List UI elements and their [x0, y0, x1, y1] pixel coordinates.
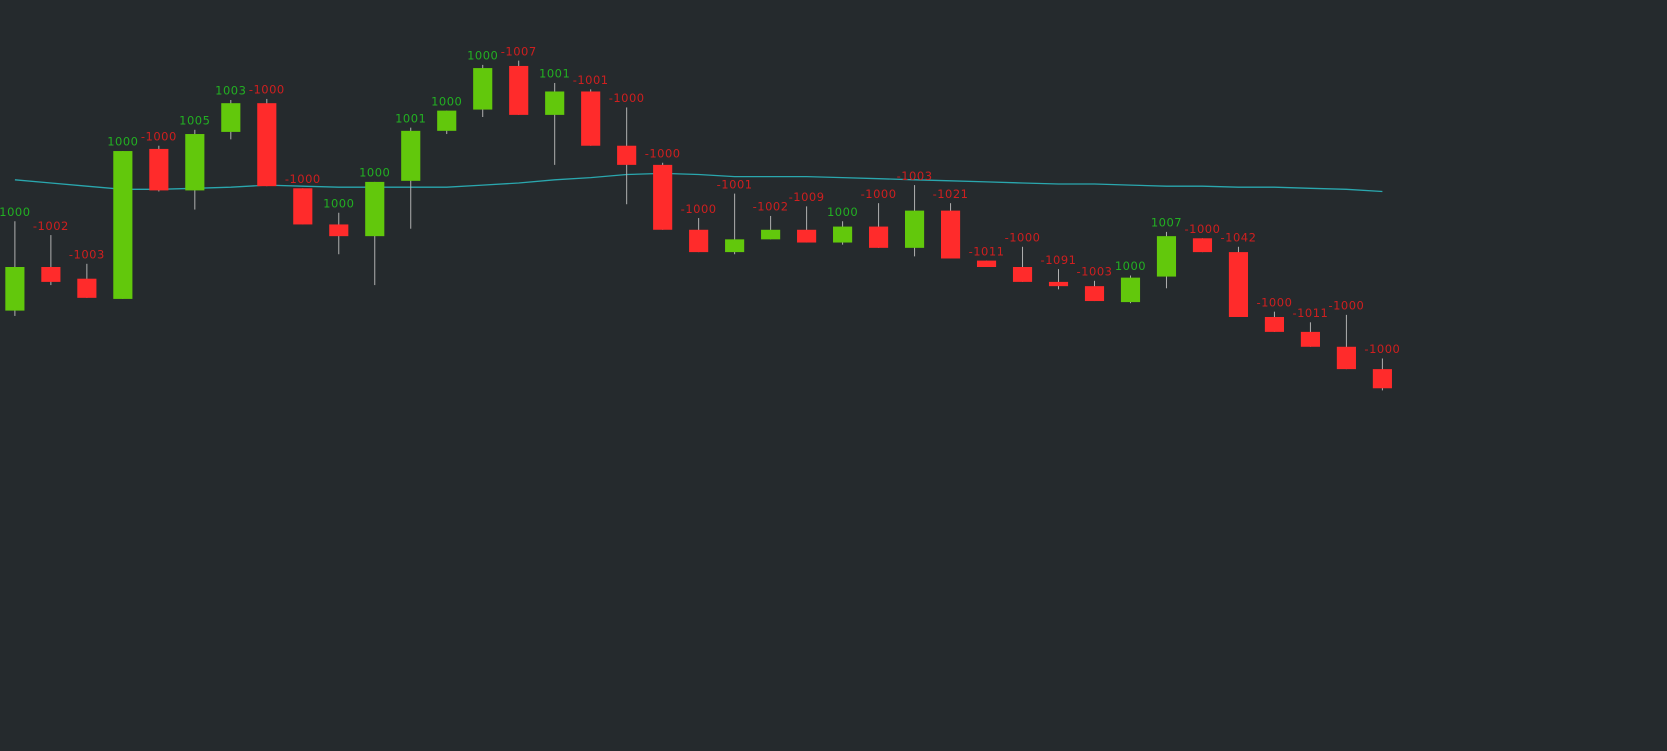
- candle-label: -1001: [573, 73, 609, 87]
- candle-label: -1002: [33, 219, 69, 233]
- candle-body: [1156, 236, 1177, 277]
- candle-label: 1000: [107, 135, 138, 149]
- moving-average: [14, 172, 1383, 193]
- candle-body: [149, 148, 169, 191]
- candle-label: 1000: [0, 205, 31, 219]
- candle-label: -1007: [501, 44, 537, 58]
- candle-label: 1000: [431, 94, 462, 108]
- candle-body: [113, 151, 133, 299]
- candle-label: 1000: [827, 205, 858, 219]
- candle-body: [653, 164, 673, 230]
- candle-body: [617, 145, 637, 165]
- candle-body: [761, 229, 781, 240]
- candle-body: [41, 266, 61, 282]
- candle-label: -1011: [1292, 306, 1328, 320]
- candle-body: [1372, 369, 1392, 389]
- candle-body: [1120, 277, 1141, 303]
- candle-label: -1000: [249, 83, 285, 97]
- candle-label: -1001: [717, 177, 753, 191]
- candle-label: -1011: [969, 244, 1005, 258]
- candle-body: [1228, 252, 1249, 317]
- candle-body: [185, 134, 205, 191]
- candle-body: [437, 110, 457, 131]
- candle-label: -1000: [681, 202, 717, 216]
- candle-body: [365, 181, 385, 237]
- candle-label: 1007: [1151, 216, 1182, 230]
- candle-label: -1000: [141, 129, 177, 143]
- candle-body: [689, 229, 709, 253]
- candle-body: [1048, 281, 1069, 287]
- candle-body: [401, 130, 421, 181]
- candle-label: -1000: [1328, 299, 1364, 313]
- candle-body: [833, 226, 853, 243]
- candle-body: [581, 91, 601, 146]
- candle-label: -1000: [1005, 230, 1041, 244]
- candle-body: [329, 224, 349, 237]
- candle-label: 1001: [395, 111, 426, 125]
- candle-body: [77, 278, 97, 298]
- candle-body: [257, 103, 277, 187]
- candle-label: -1021: [933, 187, 969, 201]
- candle-body: [725, 239, 745, 253]
- candle-body: [509, 65, 529, 115]
- candle-label: 1000: [1115, 259, 1146, 273]
- candle-label: -1000: [645, 146, 681, 160]
- candle-body: [976, 260, 997, 267]
- candle-label: 1003: [215, 84, 246, 98]
- candle-label: -1042: [1220, 230, 1256, 244]
- candle-label: -1000: [1185, 222, 1221, 236]
- candle-body: [940, 210, 961, 259]
- candle-body: [904, 210, 925, 248]
- candle-label: -1000: [609, 91, 645, 105]
- candle-label: -1002: [753, 200, 789, 214]
- candle-label: -1009: [789, 190, 825, 204]
- candle-label: 1000: [323, 196, 354, 210]
- candle-body: [473, 68, 493, 110]
- candle-body: [221, 103, 241, 132]
- candle-body: [1012, 266, 1033, 282]
- candle-label: 1005: [179, 113, 210, 127]
- candle-body: [1192, 238, 1213, 253]
- candle-body: [1264, 316, 1285, 332]
- candle-label: -1003: [1077, 265, 1113, 279]
- candle-body: [5, 266, 25, 311]
- candle-label: -1000: [1364, 342, 1400, 356]
- candle-label: -1091: [1041, 253, 1077, 267]
- candle-label: -1003: [69, 247, 105, 261]
- candle-body: [869, 226, 889, 248]
- candle-label: 1000: [359, 166, 390, 180]
- candle-label: 1000: [467, 49, 498, 63]
- candle-label: -1000: [1256, 295, 1292, 309]
- candle-label: -1000: [285, 172, 321, 186]
- candle-body: [1300, 331, 1320, 347]
- candle-label: -1000: [861, 187, 897, 201]
- candle-label: -1003: [897, 169, 933, 183]
- candle-label: 1001: [539, 67, 570, 81]
- candle-body: [545, 91, 565, 115]
- candle-body: [1084, 286, 1105, 302]
- candle-body: [1336, 346, 1356, 370]
- candle-body: [293, 188, 313, 225]
- candle-body: [797, 229, 817, 243]
